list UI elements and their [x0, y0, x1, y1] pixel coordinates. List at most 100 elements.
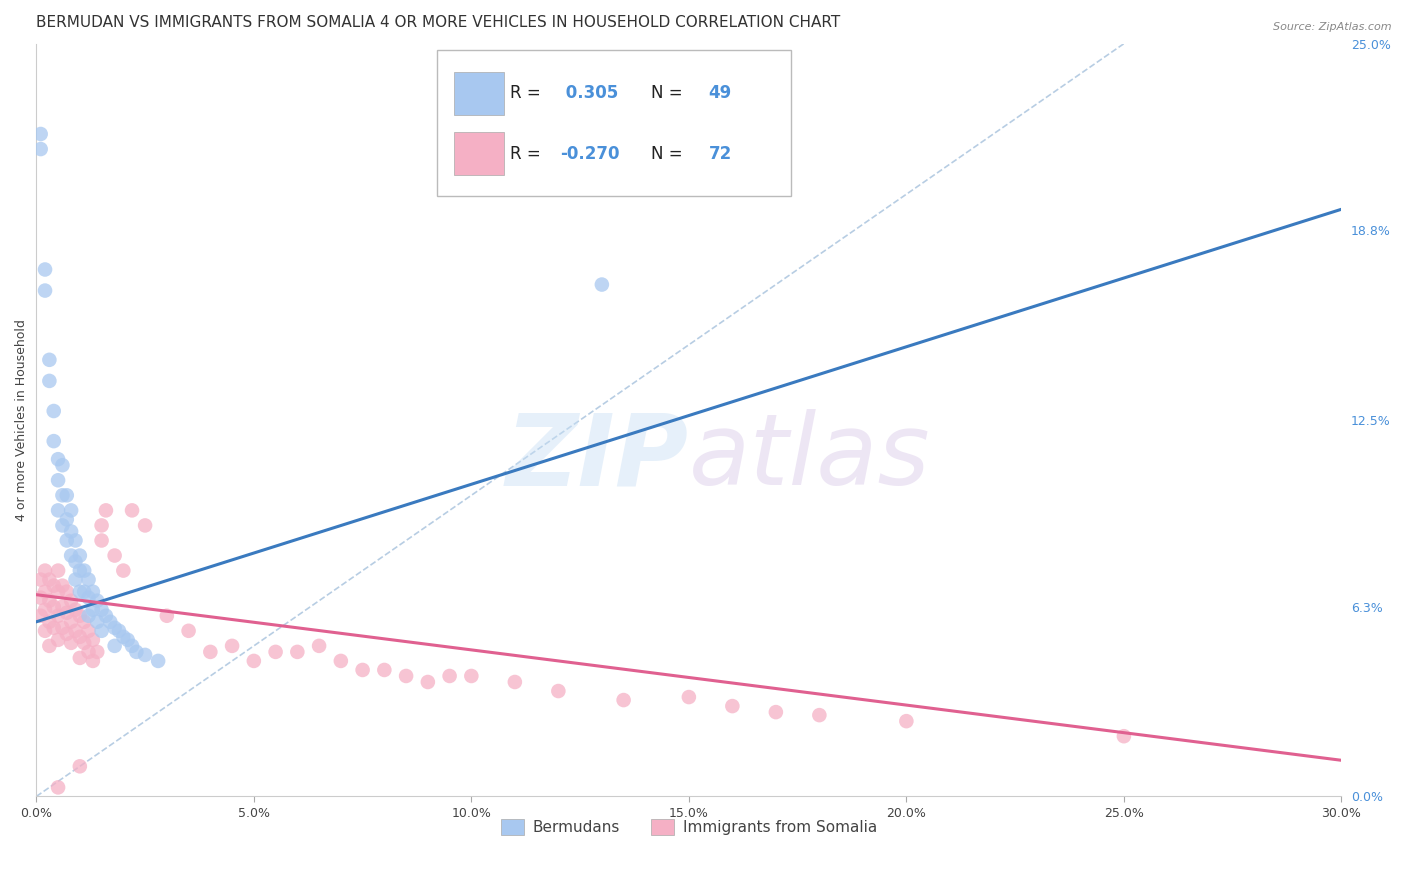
Point: [77, 573, 100, 587]
Text: ZIP: ZIP: [506, 409, 689, 506]
Point: [134, 648, 156, 662]
Point: [86, 645, 108, 659]
Point: [34, 624, 56, 638]
Point: [60, 593, 83, 607]
Point: [69, 630, 91, 644]
Point: [73, 615, 96, 629]
Point: [177, 624, 200, 638]
Text: 49: 49: [709, 85, 731, 103]
Text: 0.305: 0.305: [560, 85, 617, 103]
Point: [46, 473, 69, 487]
Point: [38, 352, 60, 367]
Point: [94, 503, 117, 517]
Point: [73, 564, 96, 578]
Point: [308, 639, 330, 653]
Point: [112, 630, 135, 644]
Point: [439, 669, 461, 683]
Point: [98, 615, 121, 629]
Point: [69, 584, 91, 599]
Point: [112, 564, 135, 578]
Text: N =: N =: [651, 85, 688, 103]
Point: [221, 639, 243, 653]
FancyBboxPatch shape: [437, 51, 790, 196]
Point: [82, 584, 104, 599]
Point: [30, 591, 52, 605]
Point: [108, 624, 131, 638]
Point: [121, 639, 143, 653]
Point: [77, 624, 100, 638]
Point: [34, 284, 56, 298]
Point: [416, 675, 439, 690]
Point: [60, 636, 83, 650]
Point: [90, 518, 112, 533]
Point: [460, 669, 482, 683]
Text: Source: ZipAtlas.com: Source: ZipAtlas.com: [1274, 22, 1392, 32]
Point: [69, 549, 91, 563]
Point: [721, 699, 744, 714]
Point: [55, 533, 77, 548]
Point: [808, 708, 831, 723]
Point: [55, 627, 77, 641]
Point: [60, 549, 83, 563]
Point: [34, 564, 56, 578]
Point: [34, 603, 56, 617]
Point: [46, 503, 69, 517]
Point: [373, 663, 395, 677]
Point: [395, 669, 418, 683]
Point: [146, 654, 169, 668]
Point: [591, 277, 613, 292]
Point: [243, 654, 266, 668]
Point: [42, 434, 65, 449]
Legend: Bermudans, Immigrants from Somalia: Bermudans, Immigrants from Somalia: [495, 814, 883, 841]
Point: [46, 452, 69, 467]
FancyBboxPatch shape: [454, 132, 503, 176]
Point: [38, 615, 60, 629]
Point: [69, 564, 91, 578]
Point: [82, 654, 104, 668]
Point: [42, 579, 65, 593]
Point: [46, 608, 69, 623]
Point: [38, 593, 60, 607]
Text: 72: 72: [709, 145, 731, 162]
Point: [86, 615, 108, 629]
Point: [51, 518, 73, 533]
Point: [104, 621, 127, 635]
Point: [65, 573, 87, 587]
Point: [200, 645, 222, 659]
Point: [30, 573, 52, 587]
Point: [77, 645, 100, 659]
Point: [42, 404, 65, 418]
Point: [264, 645, 287, 659]
Point: [55, 488, 77, 502]
Point: [42, 621, 65, 635]
Point: [77, 591, 100, 605]
Point: [896, 714, 918, 728]
Point: [51, 488, 73, 502]
Point: [60, 615, 83, 629]
Text: -0.270: -0.270: [560, 145, 619, 162]
Text: atlas: atlas: [689, 409, 931, 506]
Point: [90, 533, 112, 548]
Point: [678, 690, 700, 704]
Point: [65, 603, 87, 617]
Point: [547, 684, 569, 698]
Point: [51, 458, 73, 473]
Text: R =: R =: [510, 145, 546, 162]
Point: [60, 503, 83, 517]
Y-axis label: 4 or more Vehicles in Household: 4 or more Vehicles in Household: [15, 319, 28, 521]
Point: [125, 645, 148, 659]
Point: [329, 654, 352, 668]
Point: [77, 608, 100, 623]
Point: [30, 127, 52, 141]
Point: [60, 524, 83, 539]
Point: [55, 512, 77, 526]
Point: [38, 374, 60, 388]
Point: [46, 632, 69, 647]
Point: [65, 624, 87, 638]
Point: [65, 533, 87, 548]
Point: [73, 584, 96, 599]
Point: [46, 780, 69, 795]
Point: [38, 573, 60, 587]
Point: [65, 555, 87, 569]
Point: [90, 603, 112, 617]
